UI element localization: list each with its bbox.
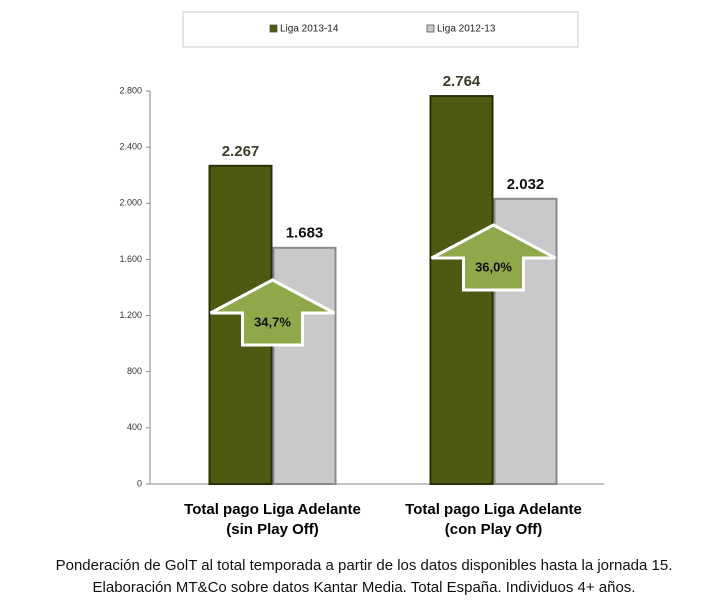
value-label: 2.764 [443, 73, 481, 90]
x-tick-label: Total pago Liga Adelante (sin Play Off) [184, 501, 361, 538]
legend-swatch [426, 24, 435, 33]
y-tick-label: 400 [127, 422, 142, 432]
legend-box [182, 11, 579, 48]
y-tick-label: 0 [137, 478, 142, 488]
y-tick-label: 1.600 [119, 254, 142, 264]
value-label: 2.032 [507, 176, 545, 193]
y-tick-label: 1.200 [119, 310, 142, 320]
bar [272, 246, 337, 485]
arrow [209, 278, 336, 347]
arrow [430, 223, 557, 292]
y-tick-label: 2.000 [119, 198, 142, 208]
legend-label: Liga 2013-14 [280, 24, 339, 35]
annotation: 34,7% [254, 314, 291, 329]
value-label: 1.683 [286, 225, 324, 242]
y-tick-label: 2.800 [119, 85, 142, 95]
x-tick-label: Total pago Liga Adelante (con Play Off) [405, 501, 582, 538]
legend-swatch [269, 24, 278, 33]
legend-label: Liga 2012-13 [437, 24, 496, 35]
y-tick-label: 2.400 [119, 142, 142, 152]
value-label: 2.267 [222, 143, 260, 160]
y-tick-label: 800 [127, 366, 142, 376]
caption: Ponderación de GolT al total temporada a… [55, 557, 673, 574]
caption: Elaboración MT&Co sobre datos Kantar Med… [92, 579, 636, 596]
annotation: 36,0% [475, 259, 512, 274]
